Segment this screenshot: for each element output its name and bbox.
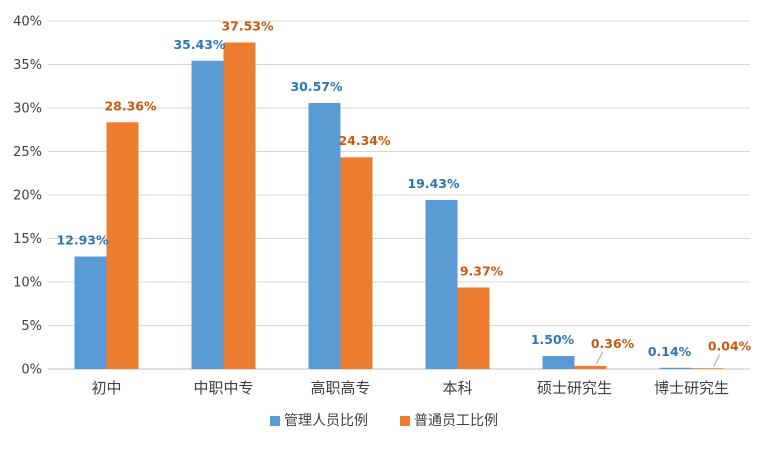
y-tick-label: 5% bbox=[21, 319, 42, 334]
data-label: 0.04% bbox=[708, 339, 752, 354]
x-category-label: 博士研究生 bbox=[654, 379, 729, 397]
legend-label: 管理人员比例 bbox=[284, 413, 368, 429]
data-label: 0.14% bbox=[648, 344, 692, 359]
x-category-label: 本科 bbox=[442, 379, 472, 397]
bar-staff-4 bbox=[574, 365, 607, 369]
bar-management-3 bbox=[425, 199, 458, 369]
x-category-label: 初中 bbox=[91, 379, 121, 397]
data-label: 28.36% bbox=[104, 98, 157, 113]
bar-staff-5 bbox=[691, 368, 724, 369]
bar-management-4 bbox=[542, 355, 575, 369]
bar-staff-3 bbox=[457, 287, 490, 369]
y-tick-label: 40% bbox=[13, 15, 42, 30]
y-axis-ticks: 0% 5% 10% 15% 20% 25% 30% 35% 40% bbox=[13, 15, 42, 378]
bar-management-5 bbox=[659, 367, 692, 369]
bar-management-1 bbox=[191, 60, 224, 369]
x-axis-categories: 初中 中职中专 高职高专 本科 硕士研究生 博士研究生 bbox=[91, 379, 729, 397]
leader-lines bbox=[596, 351, 720, 367]
bars bbox=[74, 42, 724, 369]
legend-swatch bbox=[270, 416, 280, 426]
x-category-label: 中职中专 bbox=[193, 379, 253, 397]
y-tick-label: 35% bbox=[13, 58, 42, 73]
y-tick-label: 25% bbox=[13, 145, 42, 160]
x-category-label: 高职高专 bbox=[310, 379, 370, 397]
x-category-label: 硕士研究生 bbox=[537, 379, 612, 397]
y-tick-label: 10% bbox=[13, 276, 42, 291]
y-tick-label: 15% bbox=[13, 232, 42, 247]
bar-staff-2 bbox=[340, 157, 373, 369]
leader-line bbox=[713, 354, 720, 367]
y-tick-label: 30% bbox=[13, 102, 42, 117]
bar-management-0 bbox=[74, 256, 107, 369]
data-label: 0.36% bbox=[591, 336, 635, 351]
y-tick-label: 0% bbox=[21, 363, 42, 378]
legend-swatch bbox=[400, 416, 410, 426]
data-label: 30.57% bbox=[290, 79, 343, 94]
data-label: 9.37% bbox=[460, 263, 504, 278]
data-label: 37.53% bbox=[221, 18, 274, 33]
legend: 管理人员比例 普通员工比例 bbox=[270, 413, 498, 429]
data-labels: 12.93% 28.36% 35.43% 37.53% 30.57% 24.34% 19.4… bbox=[56, 18, 751, 358]
data-label: 24.34% bbox=[338, 133, 391, 148]
legend-label: 普通员工比例 bbox=[414, 413, 498, 429]
data-label: 1.50% bbox=[531, 332, 575, 347]
bar-staff-1 bbox=[223, 42, 256, 369]
gridlines bbox=[48, 20, 750, 370]
leader-line bbox=[596, 351, 603, 365]
data-label: 19.43% bbox=[407, 176, 460, 191]
bar-staff-0 bbox=[106, 122, 139, 369]
y-tick-label: 20% bbox=[13, 189, 42, 204]
data-label: 12.93% bbox=[56, 233, 109, 248]
data-label: 35.43% bbox=[173, 37, 226, 52]
bar-management-2 bbox=[308, 103, 341, 369]
